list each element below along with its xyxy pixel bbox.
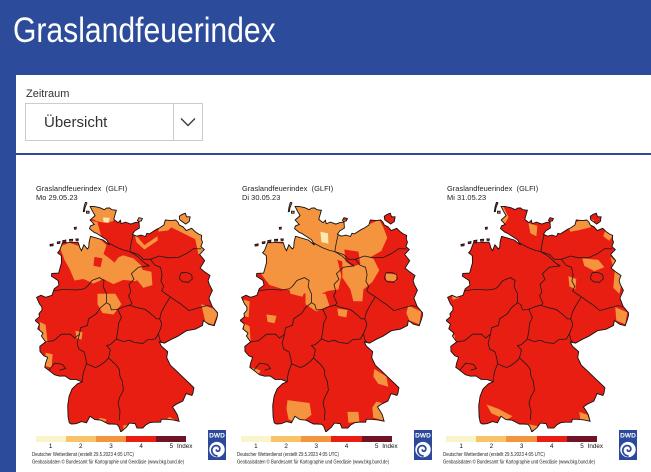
svg-text:Geobasisdaten © Bundesamt für: Geobasisdaten © Bundesamt für Kartograph…: [32, 458, 184, 465]
svg-text:Deutscher Wetterdienst (erstel: Deutscher Wetterdienst (erstellt 29.5.20…: [443, 452, 545, 458]
svg-text:DWD: DWD: [620, 433, 636, 440]
svg-text:Deutscher Wetterdienst (erstel: Deutscher Wetterdienst (erstellt 29.5.20…: [237, 452, 339, 458]
svg-text:DWD: DWD: [209, 433, 225, 440]
svg-text:Geobasisdaten © Bundesamt für: Geobasisdaten © Bundesamt für Kartograph…: [237, 458, 389, 465]
svg-text:Geobasisdaten © Bundesamt für: Geobasisdaten © Bundesamt für Kartograph…: [443, 458, 595, 465]
svg-text:DWD: DWD: [415, 433, 431, 440]
svg-text:Deutscher Wetterdienst (erstel: Deutscher Wetterdienst (erstellt 29.5.20…: [32, 452, 134, 458]
